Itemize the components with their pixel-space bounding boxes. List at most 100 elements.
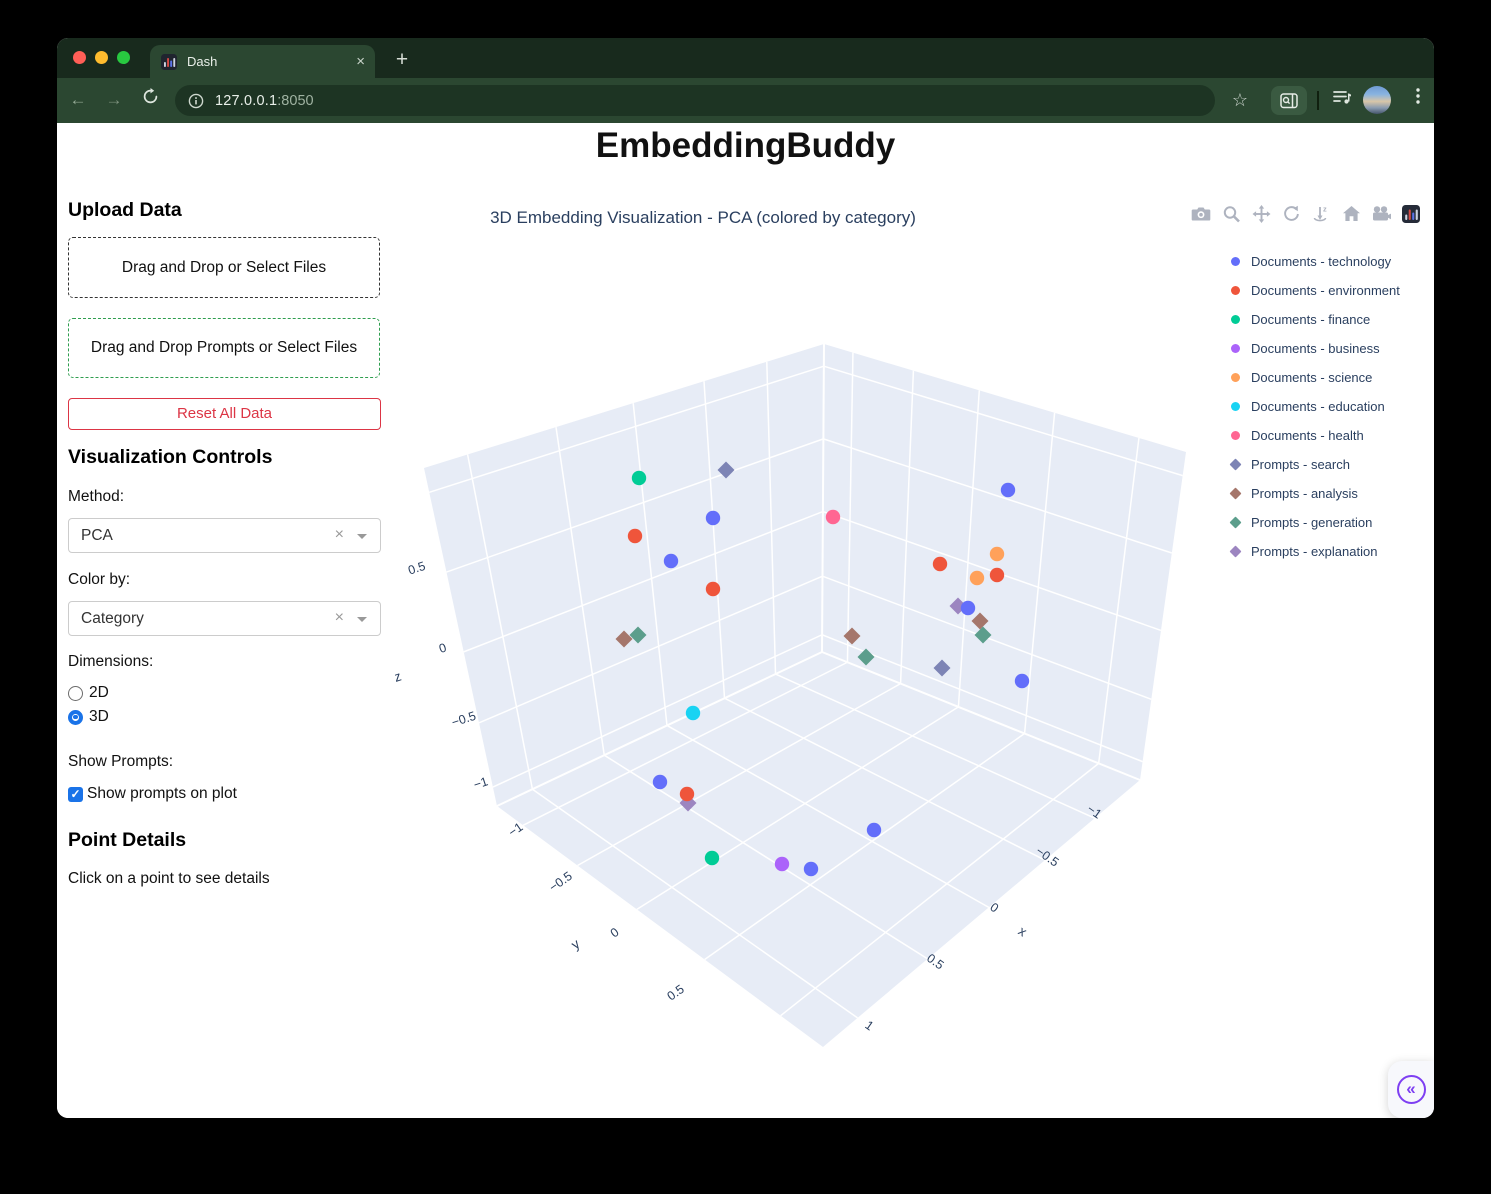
radio-3d-selected[interactable] xyxy=(68,709,83,725)
diamond-marker-icon xyxy=(1229,516,1242,529)
browser-menu-icon[interactable] xyxy=(1405,87,1431,113)
search-side-panel-button[interactable] xyxy=(1271,86,1307,115)
circle-marker-icon xyxy=(1231,431,1240,440)
svg-text:−1: −1 xyxy=(472,774,490,792)
3d-scatter-scene[interactable]: 10.50−0.5−1x−1−0.500.5y0.50−0.5−1z xyxy=(395,335,1200,1060)
circle-marker-icon xyxy=(1231,315,1240,324)
legend-label: Prompts - search xyxy=(1251,457,1350,472)
url-port: :8050 xyxy=(277,92,314,109)
back-icon[interactable]: ← xyxy=(69,90,87,109)
method-dropdown[interactable]: PCA × xyxy=(68,518,381,553)
legend-item[interactable]: Prompts - generation xyxy=(1229,508,1400,537)
circle-marker-icon xyxy=(1231,402,1240,411)
legend-label: Documents - business xyxy=(1251,341,1380,356)
colorby-label: Color by: xyxy=(68,571,131,588)
zoom-icon[interactable] xyxy=(1220,204,1242,223)
chevron-down-icon[interactable] xyxy=(357,534,367,539)
close-window-button[interactable] xyxy=(73,51,86,64)
clear-icon[interactable]: × xyxy=(334,609,344,626)
media-controls-icon[interactable] xyxy=(1329,87,1355,113)
svg-text:−1: −1 xyxy=(1084,802,1104,822)
new-tab-button[interactable]: + xyxy=(395,48,409,71)
legend-item[interactable]: Prompts - explanation xyxy=(1229,537,1400,566)
colorby-dropdown[interactable]: Category × xyxy=(68,601,381,636)
checkbox-checked-icon[interactable]: ✓ xyxy=(68,786,83,802)
show-prompts-label: Show Prompts: xyxy=(68,753,174,770)
tab-close-icon[interactable]: × xyxy=(356,53,365,70)
plotly-logo-icon[interactable] xyxy=(1400,204,1422,223)
legend-label: Documents - finance xyxy=(1251,312,1371,327)
diamond-marker-icon xyxy=(1229,545,1242,558)
browser-toolbar: ← → 127.0.0.1:8050 ☆ xyxy=(57,78,1434,123)
dimension-option-2d[interactable]: 2D xyxy=(68,683,109,703)
method-dropdown-value: PCA xyxy=(81,527,113,544)
camera-download-icon[interactable] xyxy=(1190,204,1212,223)
radio-3d-label: 3D xyxy=(89,708,109,725)
legend-item[interactable]: Prompts - search xyxy=(1229,450,1400,479)
svg-text:x: x xyxy=(1016,923,1030,939)
circle-marker-icon xyxy=(1231,257,1240,266)
svg-text:1: 1 xyxy=(862,1018,876,1033)
legend-item[interactable]: Prompts - analysis xyxy=(1229,479,1400,508)
bookmark-star-icon[interactable]: ☆ xyxy=(1231,90,1249,110)
legend-item[interactable]: Documents - finance xyxy=(1231,305,1400,334)
svg-text:0: 0 xyxy=(608,925,622,940)
visualization-controls-heading: Visualization Controls xyxy=(68,446,273,468)
plot-legend: Documents - technology Documents - enviro… xyxy=(1229,247,1400,566)
reset-camera-last-save-icon[interactable] xyxy=(1370,204,1392,223)
svg-text:y: y xyxy=(568,936,582,952)
show-prompts-checkbox-label: Show prompts on plot xyxy=(87,785,237,802)
legend-label: Documents - education xyxy=(1251,399,1385,414)
method-label: Method: xyxy=(68,488,125,505)
forward-icon[interactable]: → xyxy=(105,90,123,109)
maximize-window-button[interactable] xyxy=(117,51,130,64)
legend-item[interactable]: Documents - environment xyxy=(1231,276,1400,305)
reload-icon[interactable] xyxy=(137,87,163,113)
clear-icon[interactable]: × xyxy=(334,526,344,543)
legend-item[interactable]: Documents - science xyxy=(1231,363,1400,392)
legend-label: Prompts - explanation xyxy=(1251,544,1378,559)
side-panel-search-icon xyxy=(1280,92,1298,108)
profile-avatar[interactable] xyxy=(1363,86,1391,114)
url-bar[interactable]: 127.0.0.1:8050 xyxy=(175,85,1215,116)
legend-label: Documents - science xyxy=(1251,370,1373,385)
browser-tab-dash[interactable]: Dash × xyxy=(150,45,375,78)
pan-icon[interactable] xyxy=(1250,204,1272,223)
legend-label: Documents - health xyxy=(1251,428,1364,443)
tab-favicon-plotly-icon xyxy=(161,53,177,70)
legend-item[interactable]: Documents - health xyxy=(1231,421,1400,450)
dimension-option-3d[interactable]: 3D xyxy=(68,707,109,727)
plot-title: 3D Embedding Visualization - PCA (colore… xyxy=(490,208,916,227)
tab-strip: Dash × + xyxy=(57,38,1434,78)
circle-marker-icon xyxy=(1231,286,1240,295)
legend-label: Prompts - generation xyxy=(1251,515,1373,530)
toolbar-divider xyxy=(1317,91,1319,110)
site-info-icon[interactable] xyxy=(188,93,204,109)
plotly-modebar: z xyxy=(1190,204,1422,223)
diamond-marker-icon xyxy=(1229,487,1242,500)
legend-item[interactable]: Documents - education xyxy=(1231,392,1400,421)
upload-prompts-dropzone[interactable]: Drag and Drop Prompts or Select Files xyxy=(68,318,380,378)
colorby-dropdown-value: Category xyxy=(81,610,144,627)
dash-devtools-toggle-button[interactable]: « xyxy=(1388,1061,1434,1118)
show-prompts-option[interactable]: ✓ Show prompts on plot xyxy=(68,784,237,804)
turntable-rotation-icon[interactable]: z xyxy=(1310,204,1332,223)
page-title: EmbeddingBuddy xyxy=(595,126,896,165)
collapse-chevrons-icon[interactable]: « xyxy=(1396,1075,1426,1104)
legend-item[interactable]: Documents - business xyxy=(1231,334,1400,363)
svg-text:−0.5: −0.5 xyxy=(450,709,478,730)
upload-embeddings-dropzone[interactable]: Drag and Drop or Select Files xyxy=(68,237,380,298)
reset-all-data-button[interactable]: Reset All Data xyxy=(68,398,381,430)
reset-camera-home-icon[interactable] xyxy=(1340,204,1362,223)
orbit-rotation-icon[interactable] xyxy=(1280,204,1302,223)
chevron-down-icon[interactable] xyxy=(357,617,367,622)
legend-label: Documents - environment xyxy=(1251,283,1400,298)
legend-label: Documents - technology xyxy=(1251,254,1392,269)
svg-text:−1: −1 xyxy=(506,820,526,840)
minimize-window-button[interactable] xyxy=(95,51,108,64)
legend-item[interactable]: Documents - technology xyxy=(1231,247,1400,276)
point-details-heading: Point Details xyxy=(68,829,187,851)
radio-2d-label: 2D xyxy=(89,684,109,701)
radio-2d[interactable] xyxy=(68,685,83,701)
